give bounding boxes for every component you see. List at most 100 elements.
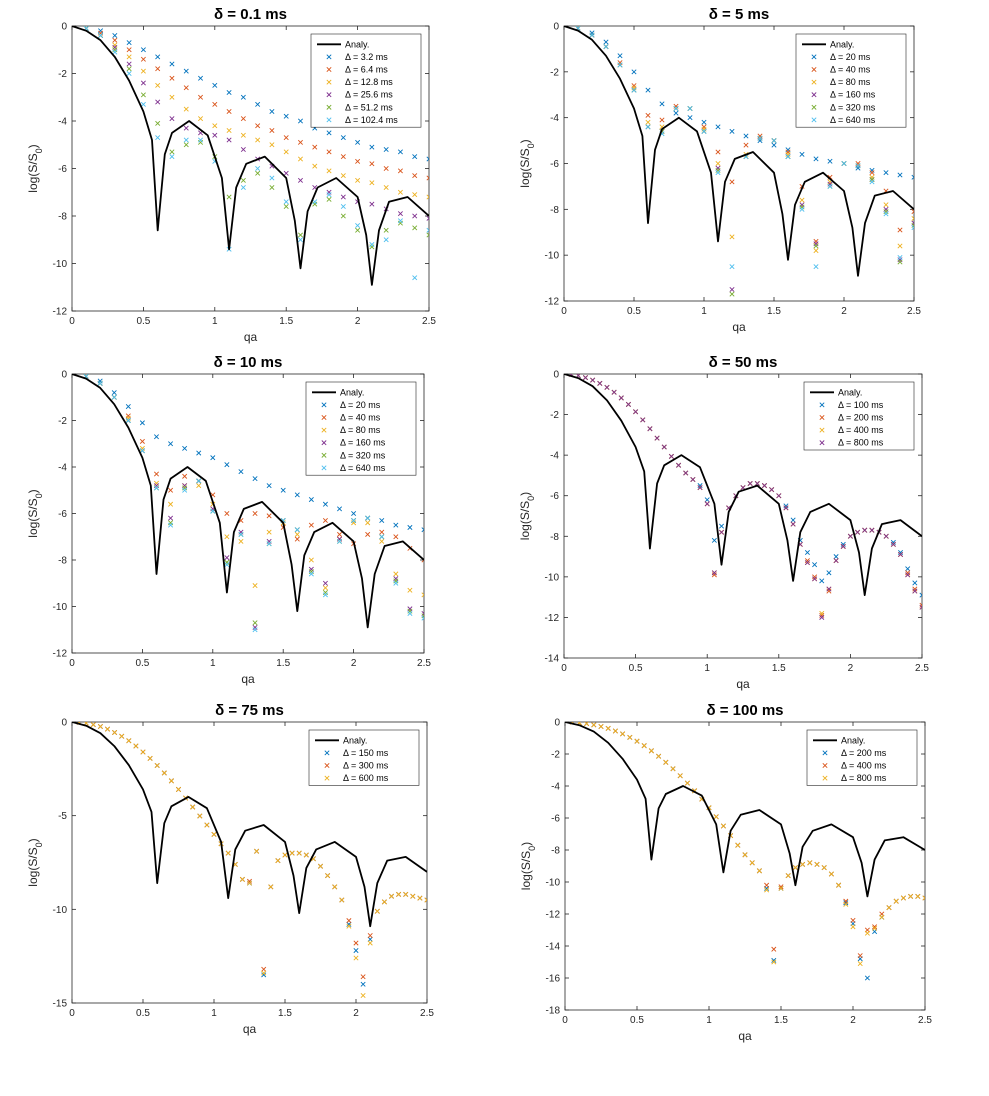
y-tick-label: -10 [546,878,561,889]
series-1-point [212,82,218,88]
series-3-point [112,729,118,736]
series-3-point [634,738,640,744]
series-3-point [900,895,906,901]
series-4-point [919,604,922,610]
legend-analytic-label: Analy. [343,735,367,745]
y-tick-label: -12 [545,297,560,308]
series-6-point [198,137,204,143]
series-3-point [226,127,232,134]
series-2-point [813,238,819,244]
x-tick-label: 0.5 [136,1008,150,1019]
series-3-point [735,842,741,848]
series-2-point [168,487,174,493]
series-3-point [800,861,806,867]
series-5-point [412,225,418,231]
series-4-point [683,470,689,476]
series-4-point [297,177,303,183]
series-4-point [862,527,868,533]
series-4-point [647,426,653,432]
x-axis-label: qa [738,1029,752,1043]
series-1-point [855,165,861,171]
legend-series-marker [321,427,327,433]
series-2-point [701,124,707,130]
legend-series-label: Δ = 3.2 ms [345,52,388,62]
series-3-point [396,891,402,897]
series-4-point [711,570,717,576]
series-1-point [360,981,366,987]
series-2-point [872,924,878,930]
series-1-point [252,476,258,482]
legend-series-marker [326,54,332,60]
x-tick-label: 0 [562,1015,568,1026]
series-4-point [783,505,789,511]
y-tick-label: -4 [550,113,559,124]
legend-series-marker [321,440,327,446]
x-tick-label: 2.5 [918,1015,932,1026]
y-axis-label: log(S/S0) [26,838,44,886]
series-3-point [828,871,834,877]
legend-series-marker [326,117,332,123]
legend-box [795,33,907,128]
series-3-point [656,753,662,759]
series-2-point [919,602,922,608]
series-6-point [799,206,805,212]
series-2-point [126,47,132,53]
legend-series-label: Δ = 20 ms [340,400,381,410]
series-1-point [729,128,735,134]
series-2-point [255,123,261,129]
legend-series-label: Δ = 80 ms [340,425,381,435]
y-tick-label: -10 [53,905,68,916]
series-1-point [813,156,819,162]
series-4-point [283,170,289,176]
series-3-point [254,848,260,854]
series-4-point [183,125,189,131]
series-6-point [308,571,314,577]
series-1-point [266,483,272,489]
series-3-point [403,891,409,897]
series-2-point [778,884,784,890]
series-3-point [598,723,604,729]
chart-panel-3: δ = 10 ms 0 0.5 1 1.5 2 2.5 -12 -10 -8 -6 -4 -2 0 qa lo… [26,354,431,686]
series-3-point [90,722,96,728]
series-3-point [211,831,217,837]
series-3-point [879,914,885,920]
series-4-point [340,194,346,200]
series-3-point [684,780,690,786]
legend-series-label: Δ = 40 ms [340,413,381,423]
series-2-point [252,510,258,517]
series-1-point [701,119,707,125]
legend-series-marker [321,452,327,458]
y-tick-label: 0 [553,370,559,381]
series-6-point [869,179,875,185]
series-2-point [827,174,833,180]
series-3-point [239,876,245,882]
series-1-point [421,527,424,533]
y-tick-label: 0 [61,718,67,729]
legend-series-marker [326,79,332,85]
series-6-point [426,227,429,233]
y-tick-label: -12 [546,910,561,921]
series-1-point [589,30,595,36]
series-1-point [840,541,846,547]
y-tick-label: -15 [53,999,68,1010]
series-6-point [911,225,914,231]
x-tick-label: 1.5 [278,1008,292,1019]
series-3-point [397,189,403,195]
series-3-point [224,534,230,540]
x-tick-label: 2.5 [422,316,436,327]
series-4-point [618,395,624,401]
series-6-point [673,105,679,112]
series-4-point [611,389,617,395]
series-2-point [715,149,721,155]
series-2-point [819,612,825,618]
analytic-curve [72,722,427,928]
series-3-point [813,248,819,254]
legend-series-label: Δ = 25.6 ms [345,90,393,100]
series-5-point [255,170,261,176]
series-4-point [898,552,904,558]
series-2-point [269,127,275,134]
x-axis-label: qa [732,320,746,334]
series-3-point [381,899,387,905]
series-6-point [701,128,707,134]
